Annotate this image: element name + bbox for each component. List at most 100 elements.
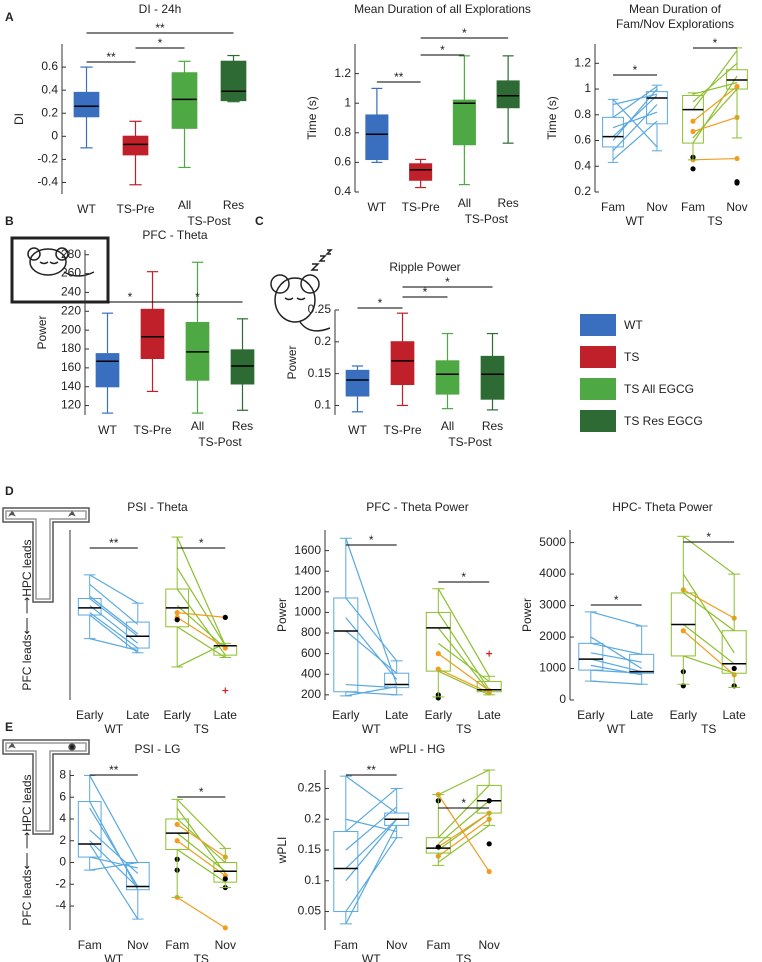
y-tick-label: 1.2 (574, 55, 591, 69)
pair-line (89, 595, 139, 635)
pair-line (692, 85, 738, 122)
y-axis-label: Power (35, 315, 49, 349)
significance-label: * (614, 593, 619, 607)
pair-line (345, 617, 398, 680)
significance-label: ** (109, 536, 119, 550)
pair-line (590, 680, 642, 685)
pair-line (176, 605, 226, 649)
legend-label: TS Res EGCG (624, 414, 703, 428)
x-tick-label: Late (723, 708, 747, 722)
pair-point (734, 155, 740, 162)
box (140, 308, 165, 360)
y-tick-label: 140 (61, 379, 81, 393)
pair-line (612, 93, 658, 106)
significance-label: * (199, 785, 204, 799)
pair-line (345, 691, 397, 696)
x-tick-label: TS-Pre (402, 200, 440, 214)
y-tick-label: 8 (59, 768, 66, 782)
pair-line (682, 592, 735, 632)
y-tick-label: 0.15 (298, 842, 322, 856)
legend-label: TS All EGCG (624, 382, 694, 396)
y-tick-label: 1000 (539, 661, 566, 675)
pair-line (590, 652, 642, 663)
pair-line (89, 775, 139, 863)
y-axis-label: DI (12, 113, 26, 125)
box (425, 837, 451, 854)
chart-title: HPC- Theta Power (612, 500, 712, 514)
pair-line (176, 840, 226, 877)
pair-line (176, 567, 226, 647)
significance-label: * (462, 26, 467, 40)
y-tick-label: 0.05 (298, 904, 322, 918)
y-tick-label: 6 (59, 789, 66, 803)
pair-line (89, 614, 139, 654)
y-tick-label: 260 (61, 266, 81, 280)
significance-label: * (706, 530, 711, 544)
y-tick-label: 0.8 (334, 125, 351, 139)
y-tick-label: 600 (301, 646, 321, 660)
y-tick-label: 220 (61, 303, 81, 317)
pair-line (345, 630, 398, 674)
box (682, 94, 704, 144)
pair-line (89, 807, 139, 887)
significance-label: * (440, 43, 445, 57)
pair-line (176, 823, 226, 858)
significance-label: ** (109, 763, 119, 777)
y-tick-label: 4 (59, 811, 66, 825)
pair-point (690, 166, 696, 172)
y-tick-label: 0.1 (314, 398, 331, 412)
box (77, 801, 102, 858)
pair-point (435, 666, 441, 672)
y-tick-label: -4 (55, 898, 66, 912)
pair-point (174, 821, 180, 828)
box (122, 135, 149, 156)
y-tick-label: 0.2 (304, 811, 321, 825)
group-label: TS-Post (187, 214, 231, 228)
x-tick-label: Nov (215, 938, 236, 952)
group-label: WT (626, 214, 645, 228)
group-label: TS (456, 952, 471, 962)
y-tick-label: 280 (61, 247, 81, 261)
x-tick-label: Nov (646, 200, 667, 214)
pair-line (176, 536, 226, 646)
x-tick-label: WT (348, 423, 367, 437)
x-tick-label: Late (630, 708, 654, 722)
y-tick-label: 0.4 (574, 158, 591, 172)
pair-point (731, 665, 737, 672)
pair-line (437, 818, 490, 857)
y-tick-label: 0.25 (308, 302, 332, 316)
pair-line (612, 95, 658, 138)
x-tick-label: Fam (78, 938, 102, 952)
x-tick-label: Fam (334, 938, 358, 952)
x-tick-label: Early (670, 708, 697, 722)
pair-line (89, 801, 139, 891)
group-label: WT (362, 722, 381, 736)
x-tick-label: Res (223, 198, 244, 212)
box (721, 630, 747, 674)
significance-label: ** (367, 763, 377, 777)
chart-title: Mean Duration of (629, 2, 722, 16)
icon-box-mouse (10, 236, 110, 304)
pair-line (345, 788, 398, 832)
box (452, 99, 476, 146)
box (125, 862, 150, 891)
y-axis-label: Time (s) (545, 96, 559, 140)
pair-line (89, 598, 139, 637)
x-tick-label: TS-Pre (383, 423, 421, 437)
pair-line (437, 812, 490, 848)
y-axis-label: PFC leads⟵ ⟶HPC leads (20, 539, 34, 690)
x-tick-label: TS-Pre (116, 202, 154, 216)
y-axis-label: Power (275, 598, 289, 632)
x-tick-label: All (178, 198, 191, 212)
y-tick-label: -0.4 (37, 175, 58, 189)
pair-line (345, 775, 398, 814)
group-label: TS (456, 722, 471, 736)
pair-line (437, 588, 490, 677)
x-tick-label: Nov (726, 200, 747, 214)
x-tick-label: Early (76, 708, 103, 722)
outlier (222, 687, 229, 694)
box (435, 360, 460, 395)
pair-line (176, 616, 226, 649)
box (230, 349, 255, 385)
